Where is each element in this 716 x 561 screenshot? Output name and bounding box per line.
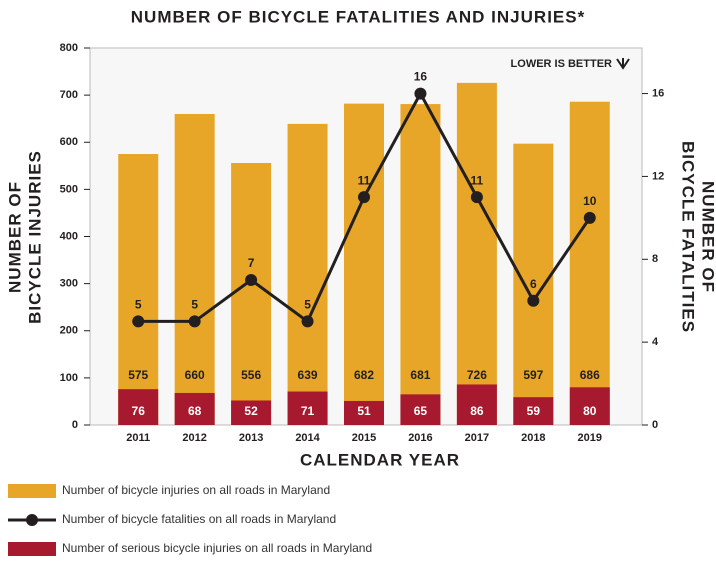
x-tick-label: 2018: [521, 432, 545, 444]
x-tick-label: 2016: [408, 432, 432, 444]
data-label: 556: [241, 368, 261, 382]
bar: [118, 389, 159, 425]
data-label: 65: [414, 404, 428, 418]
data-label: 86: [470, 404, 484, 418]
bar: [569, 101, 610, 425]
bar: [174, 392, 215, 425]
data-label: 59: [527, 404, 541, 418]
x-tick-label: 2011: [126, 432, 150, 444]
marker: [245, 274, 258, 286]
data-label: 71: [301, 404, 315, 418]
data-label: 5: [304, 298, 311, 312]
bar: [456, 82, 497, 425]
data-label: 7: [248, 256, 255, 270]
data-label: 16: [414, 70, 428, 84]
annotation: LOWER IS BETTER: [511, 58, 613, 70]
legend-swatch: [26, 514, 38, 526]
bar: [569, 387, 610, 425]
legend-label: Number of bicycle injuries on all roads …: [62, 483, 330, 497]
legend-swatch: [8, 484, 56, 498]
x-tick-label: 2017: [465, 432, 489, 444]
y2-tick-label: 0: [652, 419, 658, 431]
data-label: 660: [185, 368, 205, 382]
data-label: 726: [467, 368, 487, 382]
marker: [470, 191, 483, 204]
bar: [231, 162, 272, 426]
bar: [231, 400, 272, 425]
y-tick-label: 200: [60, 325, 78, 337]
marker: [188, 315, 201, 328]
bar: [344, 103, 384, 426]
bar: [287, 391, 328, 425]
data-label: 597: [523, 368, 543, 382]
data-label: 6: [530, 277, 537, 291]
y-tick-label: 0: [72, 419, 78, 431]
marker: [358, 191, 370, 204]
bar: [118, 154, 159, 425]
marker: [132, 315, 145, 328]
chart-title: NUMBER OF BICYCLE FATALITIES AND INJURIE…: [131, 7, 585, 26]
y2-tick-label: 8: [652, 253, 658, 265]
bar: [174, 113, 215, 425]
data-label: 68: [188, 404, 202, 418]
data-label: 10: [583, 194, 597, 208]
bar: [513, 397, 554, 425]
data-label: 681: [410, 368, 430, 382]
y-tick-label: 400: [60, 230, 78, 242]
y-tick-label: 700: [60, 89, 78, 101]
y-axis-label: BICYCLE INJURIES: [25, 150, 44, 324]
marker: [414, 87, 427, 100]
data-label: 686: [580, 368, 600, 382]
data-label: 575: [128, 368, 148, 382]
x-axis-label: CALENDAR YEAR: [300, 450, 460, 469]
marker: [583, 211, 596, 224]
data-label: 11: [358, 173, 371, 187]
legend-label: Number of serious bicycle injuries on al…: [62, 541, 372, 555]
marker: [527, 294, 540, 307]
bar: [287, 123, 328, 425]
y-tick-label: 500: [60, 183, 78, 195]
marker: [301, 315, 314, 328]
y-tick-label: 300: [60, 278, 78, 290]
x-tick-label: 2013: [239, 432, 263, 444]
data-label: 5: [191, 298, 198, 312]
y2-axis-label: BICYCLE FATALITIES: [679, 141, 698, 333]
data-label: 11: [471, 173, 484, 187]
y-tick-label: 600: [60, 136, 78, 148]
legend-label: Number of bicycle fatalities on all road…: [62, 512, 336, 526]
y-axis-label: NUMBER OF: [5, 181, 24, 293]
bar: [400, 394, 441, 425]
y2-axis-label: NUMBER OF: [699, 181, 716, 293]
y2-tick-label: 12: [652, 170, 664, 182]
x-tick-label: 2019: [578, 432, 602, 444]
y2-tick-label: 4: [652, 336, 659, 348]
bar: [513, 143, 554, 425]
y-tick-label: 800: [60, 42, 78, 54]
x-tick-label: 2014: [295, 432, 320, 444]
arrow: [616, 58, 630, 70]
y-tick-label: 100: [60, 372, 78, 384]
bar: [400, 104, 441, 426]
x-tick-label: 2015: [352, 432, 376, 444]
bar: [456, 384, 497, 425]
legend-swatch: [8, 542, 56, 556]
bar: [344, 400, 384, 425]
data-label: 5: [135, 298, 142, 312]
data-label: 682: [354, 368, 374, 382]
data-label: 76: [132, 404, 146, 418]
x-tick-label: 2012: [182, 432, 206, 444]
data-label: 51: [357, 404, 371, 418]
data-label: 639: [298, 368, 318, 382]
data-label: 52: [244, 404, 258, 418]
y2-tick-label: 16: [652, 87, 664, 99]
data-label: 80: [583, 404, 597, 418]
